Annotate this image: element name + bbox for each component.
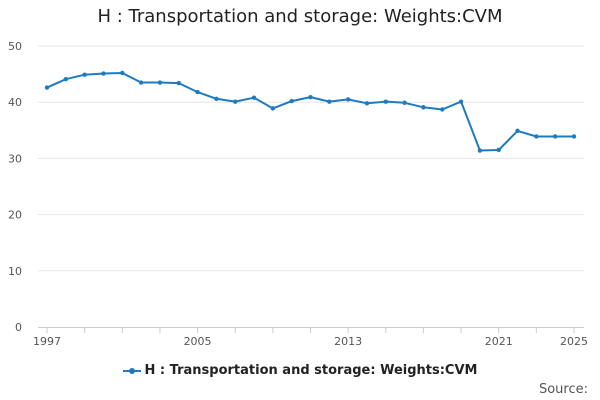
data-point [496,147,501,153]
data-point [120,70,125,76]
data-point [421,105,426,110]
data-point [176,80,181,86]
data-point [195,89,200,95]
gridlines [38,45,584,272]
data-point [534,134,539,139]
legend[interactable]: H : Transportation and storage: Weights:… [0,363,600,378]
x-tick-label: 2025 [560,335,588,348]
y-tick-label: 10 [8,265,22,278]
y-tick-label: 50 [8,40,22,53]
y-tick-label: 40 [8,96,22,109]
y-tick-label: 20 [8,209,22,222]
data-point [101,71,106,76]
data-point [327,99,332,104]
data-point [571,134,577,139]
x-axis [38,327,584,333]
y-tick-label: 30 [8,152,22,165]
data-point [383,99,388,104]
y-axis: 0 10 20 30 40 50 [8,40,22,334]
data-point [477,148,483,153]
data-point [82,72,87,77]
data-point [233,99,238,104]
data-point [458,99,464,104]
series-line [46,72,574,152]
series-layer [44,70,577,153]
source-label: Source: [538,382,588,397]
data-point [552,134,558,139]
data-point [289,98,294,104]
x-tick-label: 2013 [334,335,362,348]
x-tick-labels: 1997 2005 2013 2021 2025 [33,335,588,348]
data-point [157,80,163,85]
x-tick-label: 1997 [33,335,61,348]
data-point [214,96,219,102]
data-point [364,101,370,106]
chart-title: H : Transportation and storage: Weights:… [97,6,503,27]
data-point [63,76,69,82]
data-point [308,94,313,100]
data-point [270,106,276,111]
data-point [515,128,520,134]
x-tick-label: 2021 [485,335,513,348]
legend-label: H : Transportation and storage: Weights:… [144,363,478,378]
data-point [440,107,445,112]
x-tick-label: 2005 [184,335,212,348]
legend-swatch [122,366,141,376]
y-tick-label: 0 [15,321,22,334]
data-point [251,95,257,100]
data-point [402,100,407,105]
data-point [138,80,144,85]
data-point [345,97,351,102]
data-point [44,85,50,90]
